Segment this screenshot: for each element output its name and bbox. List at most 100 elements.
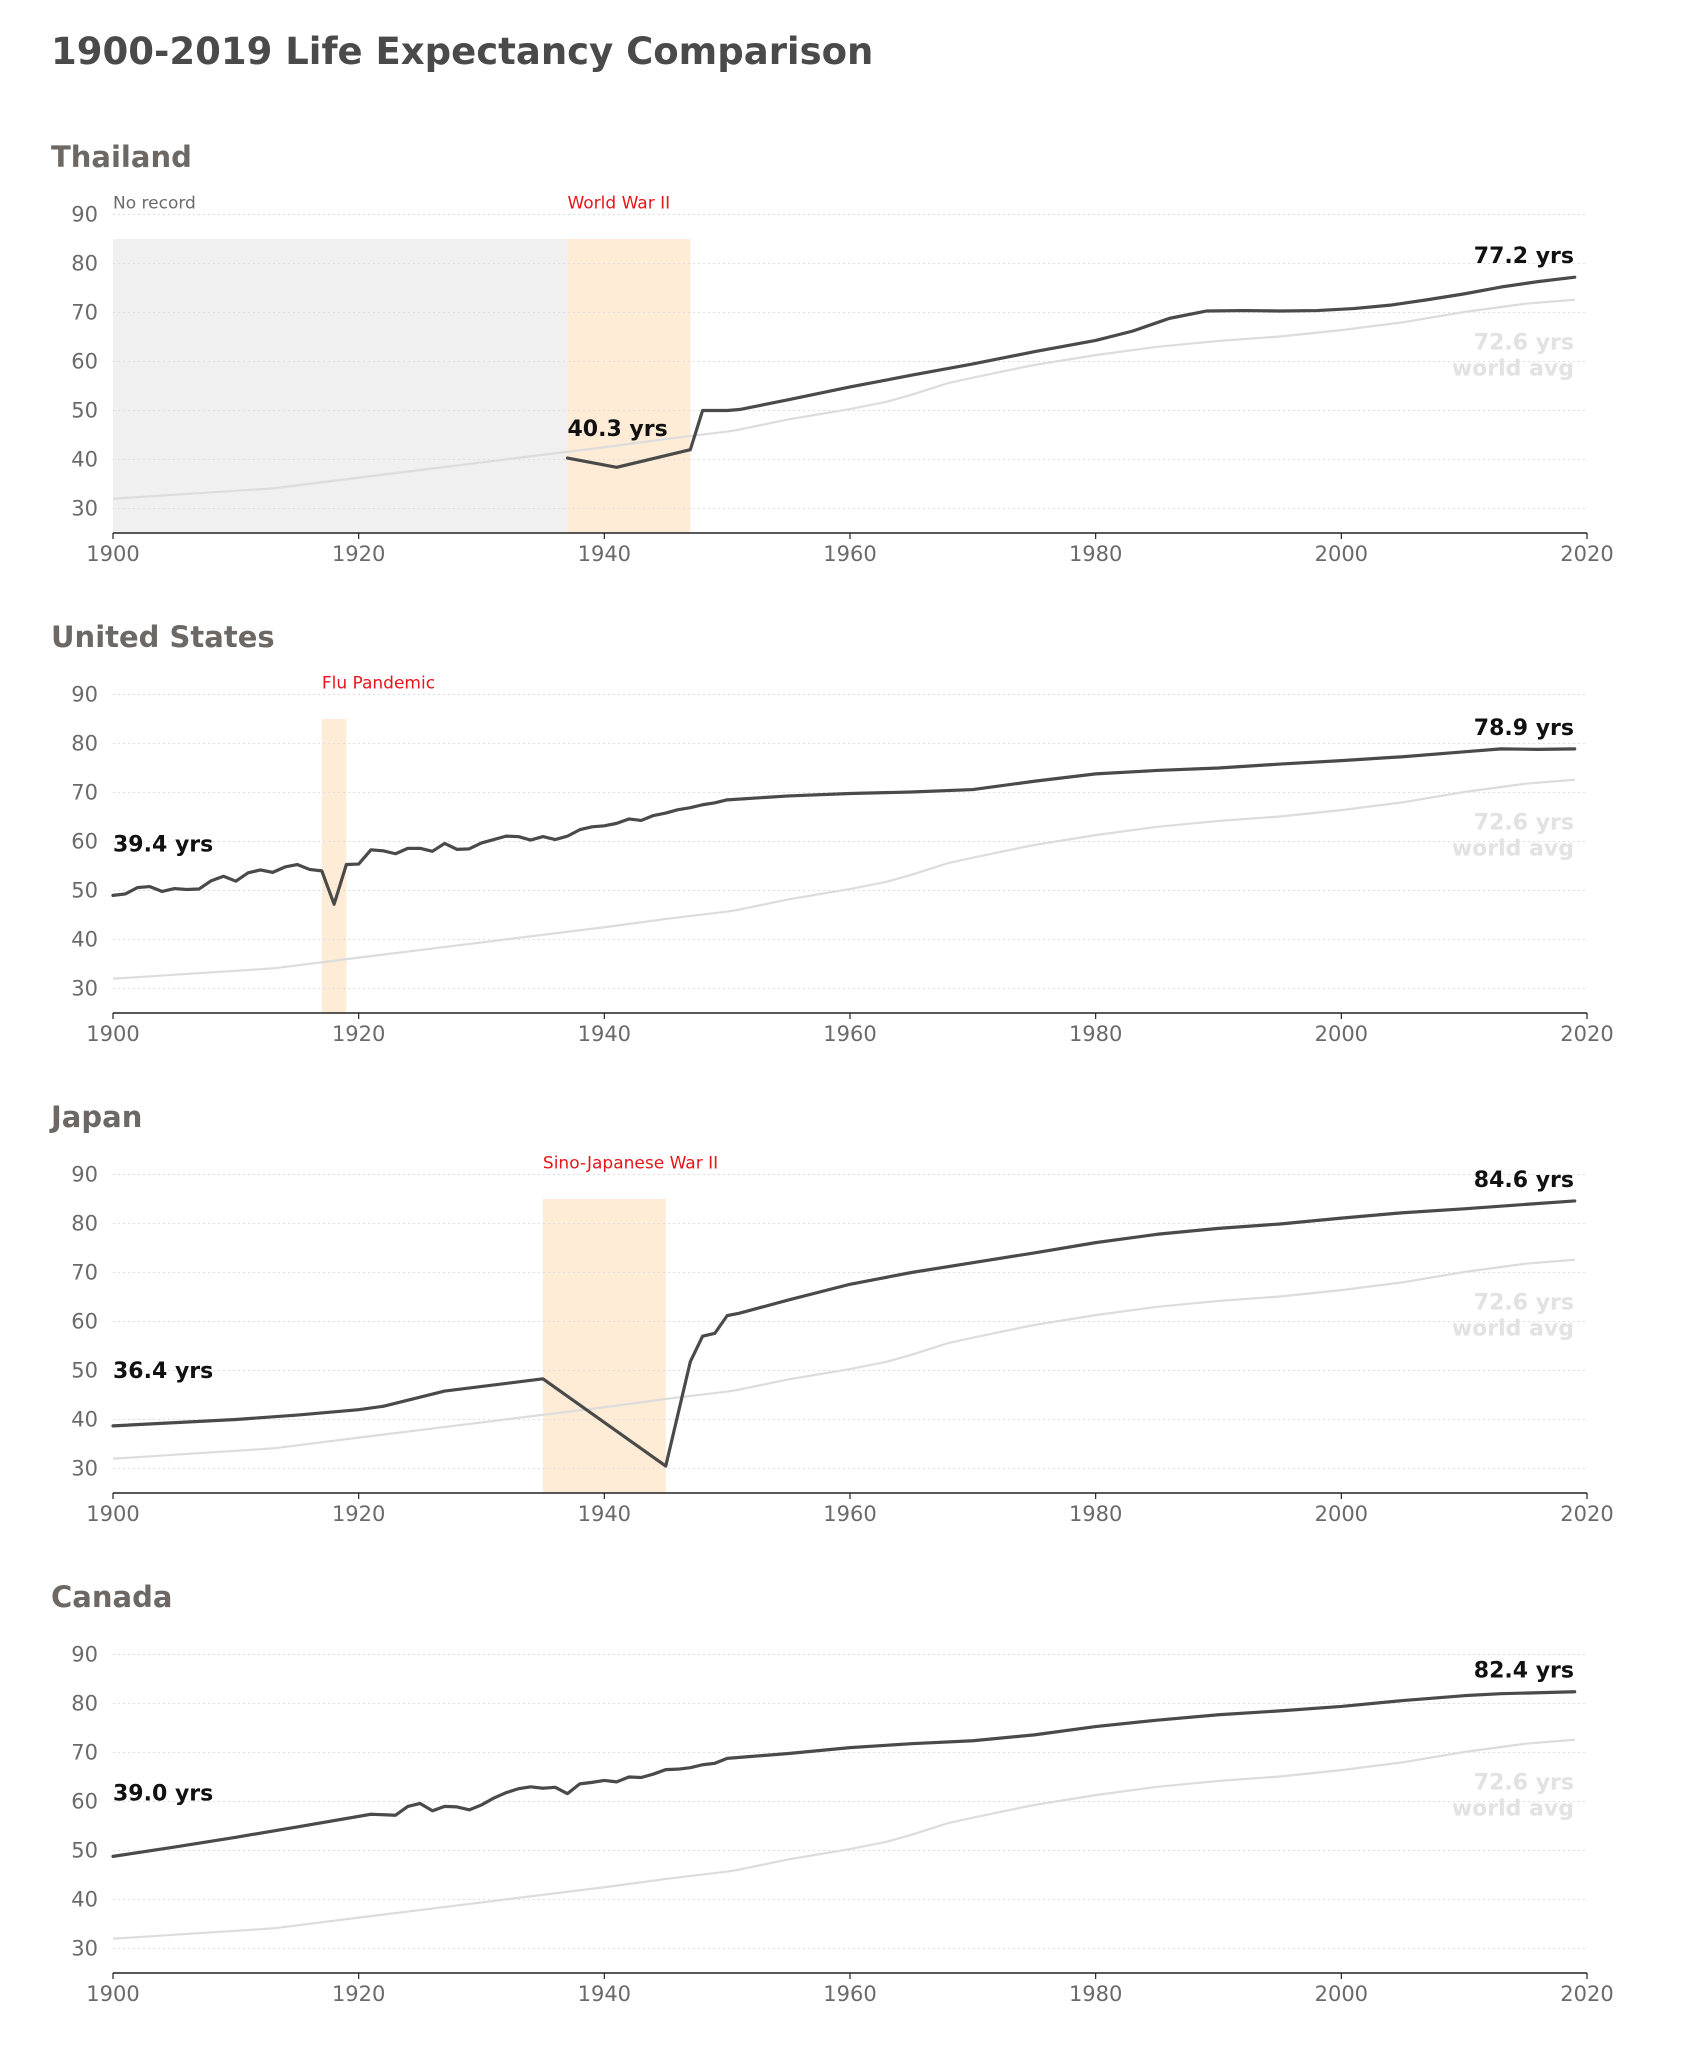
world-avg-label: 72.6 yrs [1474, 810, 1574, 835]
region-label: Flu Pandemic [322, 674, 435, 694]
x-tick-label: 2000 [1315, 542, 1368, 566]
region-label: World War II [567, 194, 670, 214]
y-tick-label: 30 [71, 1457, 98, 1481]
x-tick-label: 1920 [332, 1502, 385, 1526]
y-tick-label: 70 [71, 301, 98, 325]
y-tick-label: 80 [71, 1692, 98, 1716]
world-avg-line [112, 1258, 1575, 1460]
x-tick-label: 1980 [1069, 1982, 1122, 2006]
chart-canada: 30 40 50 60 70 80 90 1900 1920 1940 1960 1980 2000 20… [71, 1643, 1613, 2007]
x-tick-label: 1960 [823, 1982, 876, 2006]
start-value-label: 40.3 yrs [567, 417, 667, 442]
y-tick-label: 70 [71, 1261, 98, 1285]
x-tick-label: 1920 [332, 1982, 385, 2006]
y-tick-label: 50 [71, 1359, 98, 1383]
chart-thailand: No record World War II 30 40 50 60 70 80 90 1900 1… [71, 194, 1613, 567]
panel-thailand: Thailand No record World War II 30 40 50 60 70… [0, 140, 1698, 620]
y-tick-label: 50 [71, 399, 98, 423]
y-tick-label: 50 [71, 1839, 98, 1863]
x-tick-label: 1940 [578, 1982, 631, 2006]
y-tick-label: 90 [71, 1643, 98, 1667]
x-tick-label: 1900 [86, 1982, 139, 2006]
panel-title: Thailand [51, 140, 192, 174]
world-avg-label: 72.6 yrs [1474, 1290, 1574, 1315]
x-tick-label: 1960 [823, 542, 876, 566]
y-tick-label: 90 [71, 1163, 98, 1187]
x-tick-label: 2020 [1560, 1982, 1613, 2006]
end-value-label: 77.2 yrs [1474, 244, 1574, 269]
x-tick-label: 1980 [1069, 542, 1122, 566]
x-tick-label: 1960 [823, 1502, 876, 1526]
y-tick-label: 30 [71, 1937, 98, 1961]
country-line [111, 1199, 1577, 1468]
world-avg-label: 72.6 yrs [1474, 330, 1574, 355]
x-tick-label: 2000 [1315, 1982, 1368, 2006]
shaded-region [321, 719, 347, 1013]
end-value-label: 84.6 yrs [1474, 1168, 1574, 1193]
y-tick-label: 50 [71, 879, 98, 903]
x-tick-label: 2020 [1560, 1022, 1613, 1046]
panel-canada: Canada 30 40 50 60 70 80 90 1900 1920 1940 1960 198… [0, 1580, 1698, 2060]
x-tick-label: 1940 [578, 1022, 631, 1046]
y-tick-label: 80 [71, 252, 98, 276]
panel-title: Canada [51, 1580, 173, 1614]
x-tick-label: 1940 [578, 542, 631, 566]
chart-title: 1900-2019 Life Expectancy Comparison [51, 30, 874, 73]
x-tick-label: 1900 [86, 542, 139, 566]
shaded-region [567, 239, 691, 533]
shaded-region [542, 1199, 666, 1493]
y-tick-label: 70 [71, 1741, 98, 1765]
shaded-region [113, 239, 568, 533]
x-tick-label: 1960 [823, 1022, 876, 1046]
y-tick-label: 30 [71, 977, 98, 1001]
start-value-label: 39.0 yrs [113, 1782, 213, 1807]
start-value-label: 39.4 yrs [113, 832, 213, 857]
region-label: No record [113, 194, 196, 214]
world-avg-line [112, 1738, 1575, 1940]
y-tick-label: 90 [71, 683, 98, 707]
y-tick-label: 60 [71, 1310, 98, 1334]
x-tick-label: 1940 [578, 1502, 631, 1526]
country-line [111, 747, 1577, 906]
y-tick-label: 70 [71, 781, 98, 805]
panel-japan: Japan Sino-Japanese War II 30 40 50 60 70 80 90… [0, 1100, 1698, 1580]
y-tick-label: 80 [71, 1212, 98, 1236]
y-tick-label: 40 [71, 448, 98, 472]
x-tick-label: 1980 [1069, 1502, 1122, 1526]
end-value-label: 82.4 yrs [1474, 1659, 1574, 1684]
world-avg-line [112, 298, 1575, 500]
start-value-label: 36.4 yrs [113, 1359, 213, 1384]
y-tick-label: 40 [71, 1888, 98, 1912]
x-tick-label: 2000 [1315, 1022, 1368, 1046]
y-tick-label: 60 [71, 350, 98, 374]
chart-united-states: Flu Pandemic 30 40 50 60 70 80 90 1900 1920 1940 19… [71, 674, 1613, 1047]
x-tick-label: 1920 [332, 542, 385, 566]
x-tick-label: 1900 [86, 1502, 139, 1526]
panel-title: United States [51, 620, 275, 654]
x-tick-label: 1920 [332, 1022, 385, 1046]
panel-title: Japan [51, 1100, 143, 1134]
world-avg-label: world avg [1452, 356, 1574, 381]
x-tick-label: 2000 [1315, 1502, 1368, 1526]
world-avg-label: world avg [1452, 1316, 1574, 1341]
world-avg-label: world avg [1452, 1796, 1574, 1821]
world-avg-label: 72.6 yrs [1474, 1770, 1574, 1795]
x-tick-label: 2020 [1560, 542, 1613, 566]
y-tick-label: 60 [71, 1790, 98, 1814]
x-tick-label: 1980 [1069, 1022, 1122, 1046]
y-tick-label: 40 [71, 928, 98, 952]
country-line [111, 1690, 1577, 1858]
end-value-label: 78.9 yrs [1474, 716, 1574, 741]
chart-japan: Sino-Japanese War II 30 40 50 60 70 80 90 1900 19… [71, 1154, 1613, 1527]
y-tick-label: 40 [71, 1408, 98, 1432]
world-avg-label: world avg [1452, 836, 1574, 861]
y-tick-label: 60 [71, 830, 98, 854]
y-tick-label: 90 [71, 203, 98, 227]
country-line [565, 275, 1577, 469]
region-label: Sino-Japanese War II [543, 1154, 718, 1174]
x-tick-label: 2020 [1560, 1502, 1613, 1526]
y-tick-label: 30 [71, 497, 98, 521]
world-avg-line [112, 778, 1575, 980]
y-tick-label: 80 [71, 732, 98, 756]
panel-united-states: United States Flu Pandemic 30 40 50 60 70 80 90… [0, 620, 1698, 1100]
